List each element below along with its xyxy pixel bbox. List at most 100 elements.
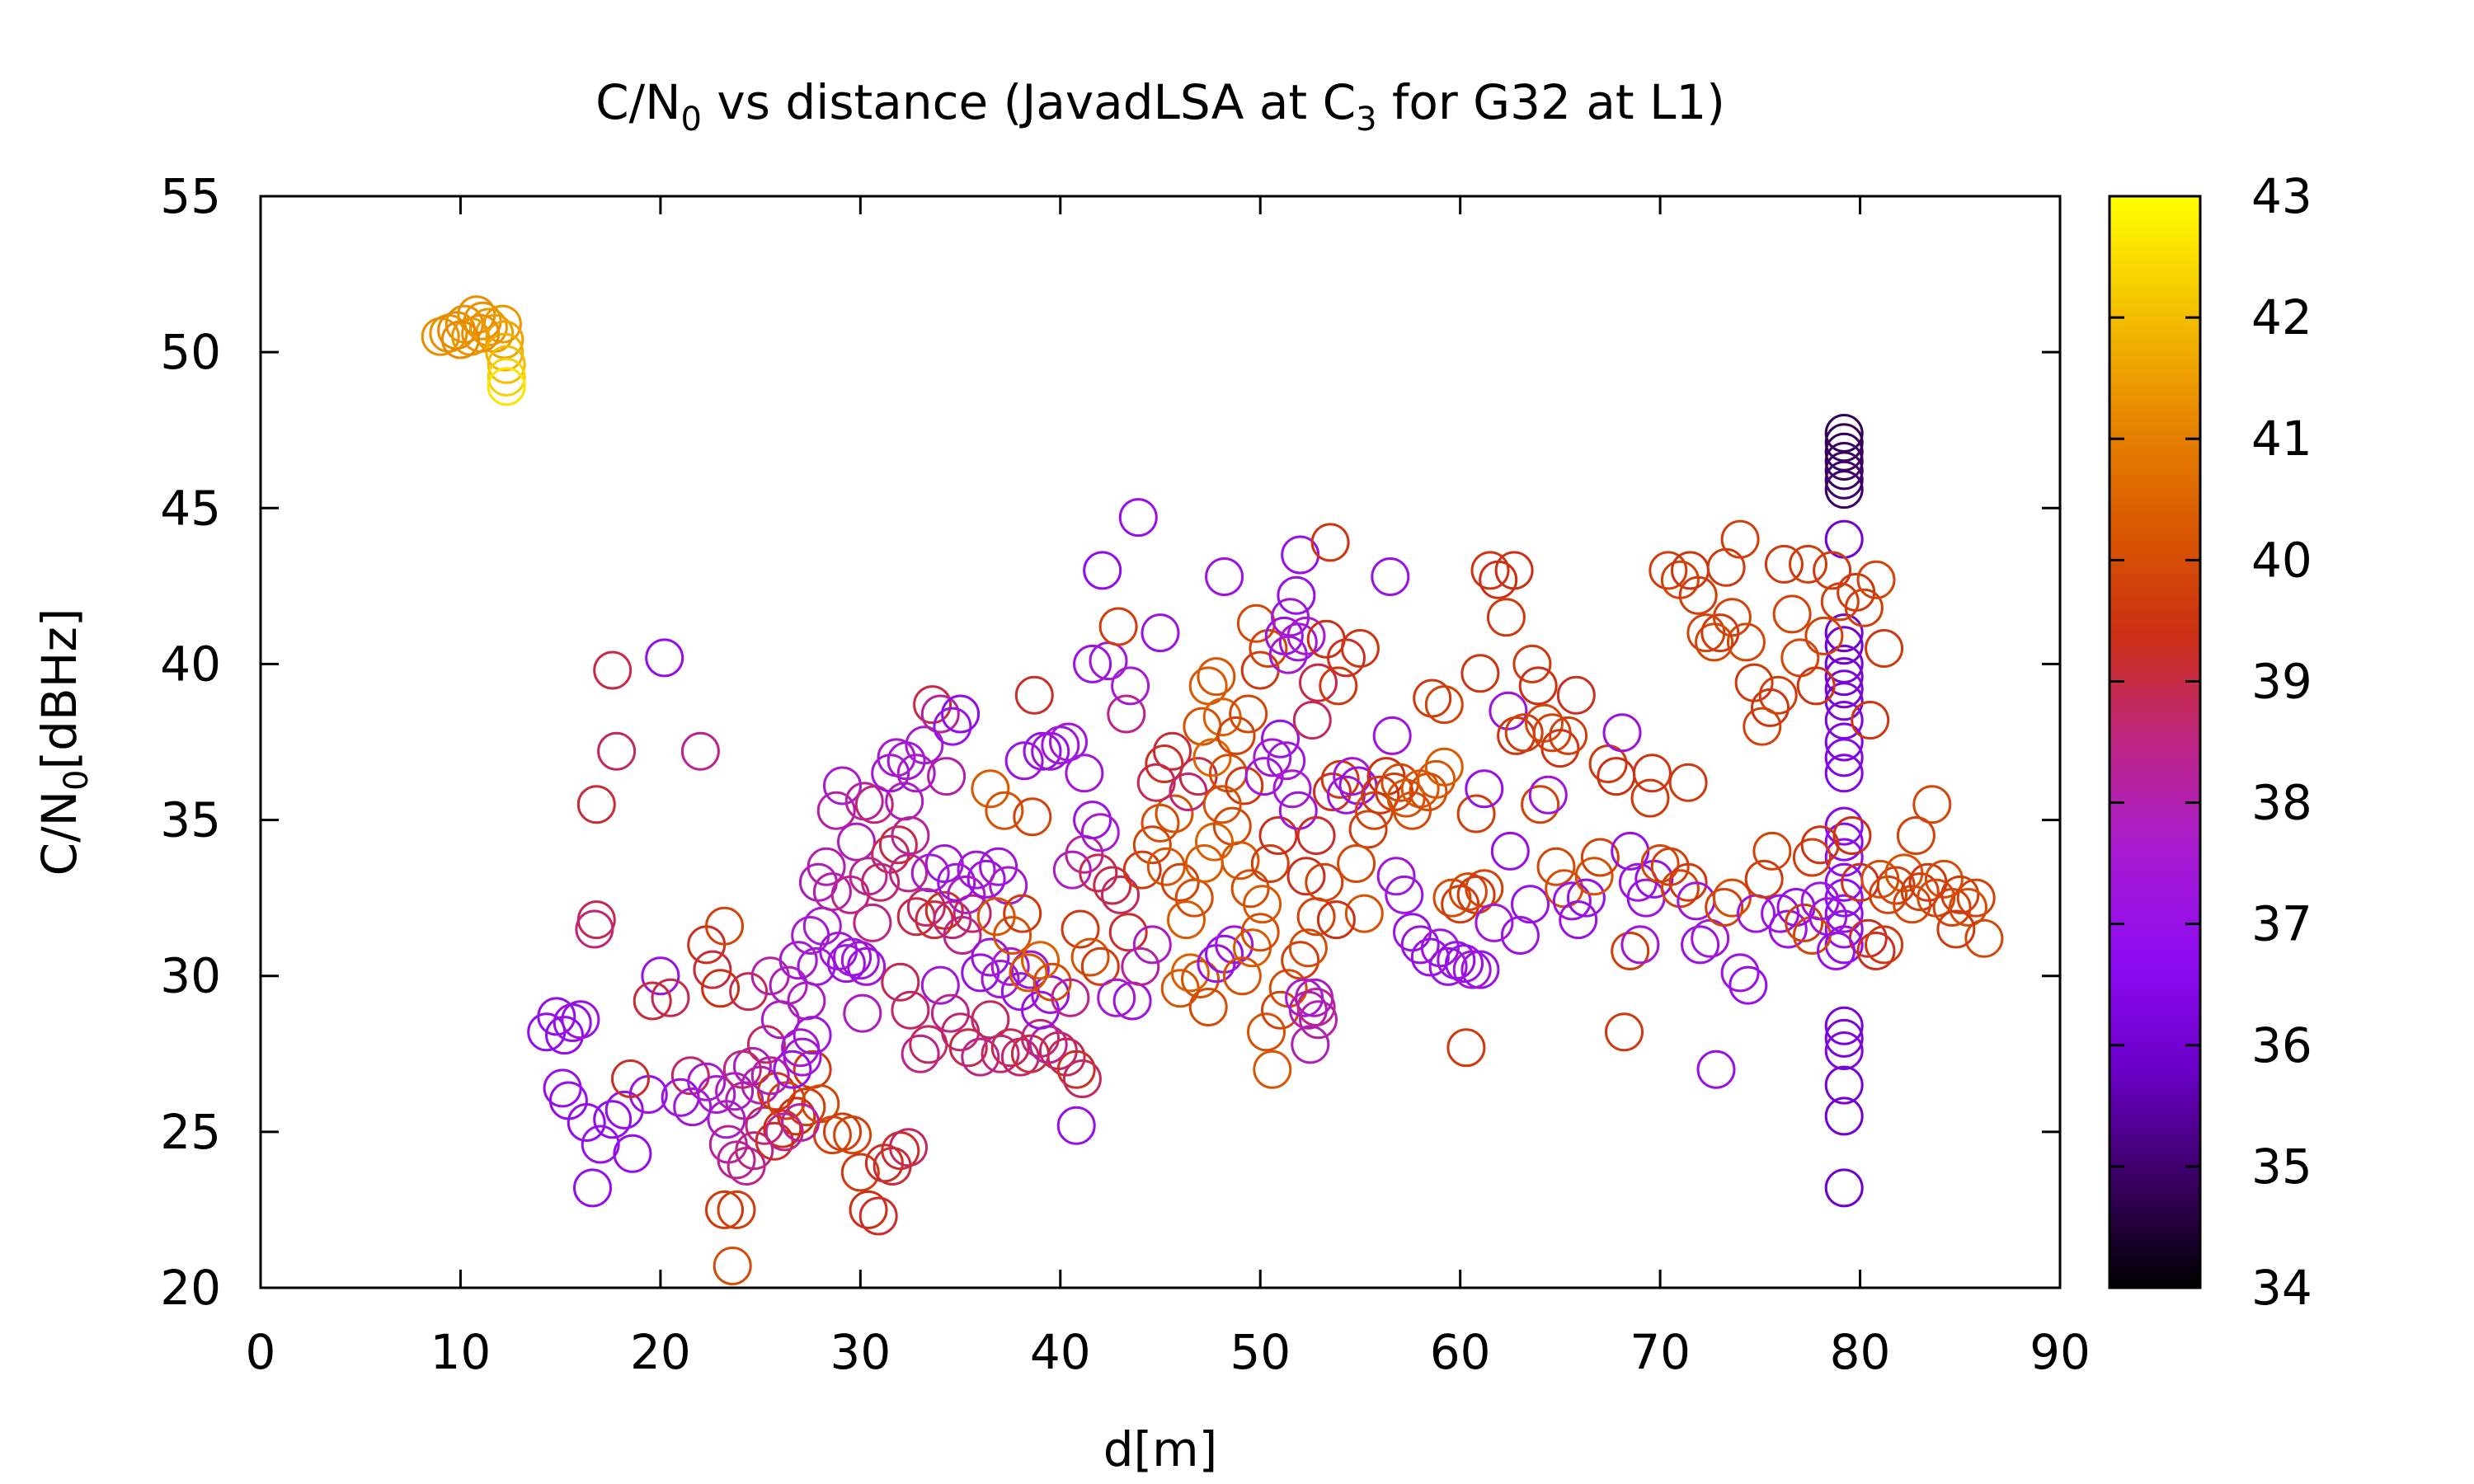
data-point [1536, 847, 1576, 886]
data-point [1371, 557, 1410, 596]
data-point [1525, 703, 1564, 743]
data-point [1824, 657, 1864, 697]
data-point [697, 1075, 736, 1114]
data-point [1372, 716, 1412, 755]
data-point [1417, 759, 1456, 799]
data-point [1305, 862, 1344, 902]
data-point [1083, 551, 1122, 590]
chart-title-sub: 0 [681, 101, 702, 139]
data-point [812, 872, 852, 912]
data-point [1021, 941, 1060, 980]
data-point [913, 685, 952, 725]
data-point [1660, 869, 1700, 909]
data-point [1337, 844, 1376, 883]
data-point [807, 847, 846, 886]
data-points-layer [421, 295, 2004, 1285]
y-tick-label: 55 [160, 168, 221, 224]
colorbar-tick-label: 39 [2251, 653, 2312, 709]
y-axis-label-sub: 0 [58, 770, 96, 791]
data-point [1181, 960, 1220, 998]
data-point [1605, 1012, 1644, 1052]
data-point [1107, 694, 1146, 734]
data-point [1824, 613, 1864, 653]
data-point [1712, 598, 1752, 637]
chart-title-mid: vs distance (JavadLSA at C [702, 74, 1356, 130]
x-tick-label: 70 [1630, 1324, 1691, 1380]
data-point [1712, 878, 1752, 918]
data-point [971, 937, 1010, 977]
data-point [889, 1128, 928, 1167]
data-point [1556, 675, 1596, 715]
data-point [1792, 838, 1832, 877]
data-point [1574, 857, 1614, 896]
data-point [1518, 666, 1558, 706]
colorbar-tick-label: 38 [2251, 775, 2312, 831]
data-point [823, 766, 862, 805]
data-point [1261, 990, 1300, 1030]
data-point [487, 357, 526, 397]
data-point [1393, 913, 1432, 952]
data-point [576, 785, 616, 824]
data-point [793, 1016, 832, 1055]
x-tick-label: 90 [2030, 1324, 2091, 1380]
data-point [1118, 498, 1158, 538]
data-point [901, 1034, 940, 1073]
data-point [1174, 878, 1214, 918]
data-point [1122, 850, 1162, 890]
data-point [1780, 638, 1820, 678]
data-point [1824, 1097, 1864, 1136]
data-point [1824, 894, 1864, 933]
data-point [1108, 913, 1148, 952]
data-point [1192, 738, 1232, 777]
data-point [993, 916, 1032, 955]
data-point [1824, 822, 1864, 862]
data-point [783, 1037, 822, 1077]
data-point [1250, 844, 1290, 883]
data-point [1132, 825, 1172, 865]
data-point [1446, 1028, 1486, 1068]
data-point [661, 1078, 700, 1117]
data-point [757, 1072, 796, 1111]
data-point [1602, 713, 1642, 753]
data-point [1243, 885, 1282, 924]
data-point [1299, 663, 1338, 702]
data-point [781, 1103, 821, 1142]
data-point [854, 785, 894, 824]
data-point [1824, 1018, 1864, 1058]
data-point [1649, 551, 1688, 590]
data-point [1049, 722, 1088, 762]
data-point [1490, 831, 1530, 871]
data-point [717, 1140, 756, 1180]
data-point [1136, 763, 1176, 802]
data-point [1744, 859, 1784, 899]
data-point [1758, 675, 1798, 715]
data-point [840, 941, 880, 980]
data-point [1511, 885, 1550, 924]
data-point [1253, 1050, 1292, 1089]
data-point [1452, 950, 1492, 989]
data-point [1460, 950, 1500, 989]
data-point [981, 960, 1020, 998]
data-point [1073, 801, 1112, 840]
data-point [1824, 909, 1864, 949]
data-point [1310, 523, 1350, 562]
data-point [1258, 816, 1298, 855]
data-point [905, 726, 944, 765]
data-point [1010, 950, 1050, 989]
data-point [933, 707, 972, 746]
data-point [1160, 862, 1200, 902]
y-tick-label: 40 [160, 636, 221, 692]
x-tick-label: 50 [1230, 1324, 1291, 1380]
data-point [1824, 806, 1864, 846]
data-point [1504, 713, 1544, 753]
data-point [1705, 888, 1744, 927]
data-point [1824, 1031, 1864, 1070]
data-point [1566, 878, 1606, 918]
data-point [1949, 888, 1987, 927]
data-point [1456, 794, 1496, 834]
colorbar-tick-label: 34 [2251, 1260, 2312, 1316]
data-point [930, 993, 970, 1033]
data-point [1432, 878, 1472, 918]
data-point [1286, 616, 1326, 655]
data-point [967, 859, 1006, 899]
